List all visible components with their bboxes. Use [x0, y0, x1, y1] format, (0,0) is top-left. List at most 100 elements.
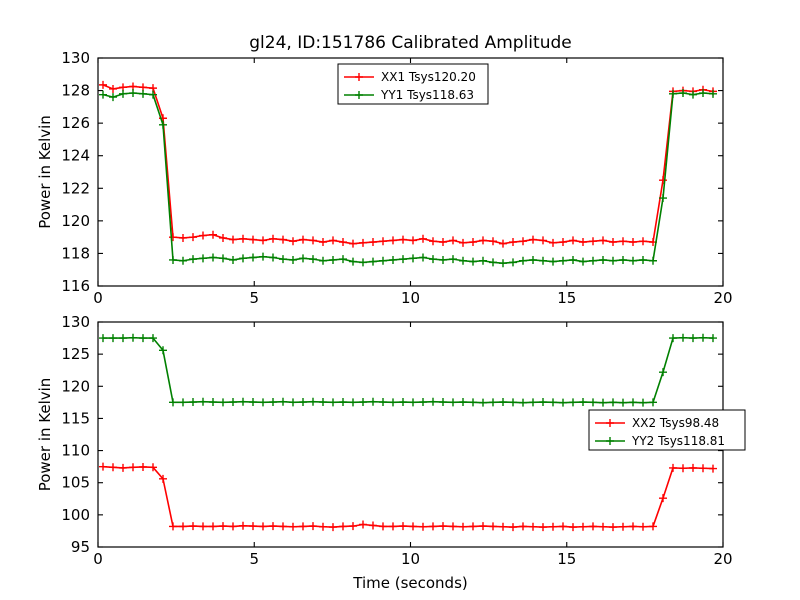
- data-marker: [329, 398, 337, 407]
- data-marker: [319, 256, 327, 265]
- legend-marker: [355, 91, 363, 99]
- x-tick-label: 20: [713, 550, 732, 568]
- data-marker: [299, 235, 307, 244]
- data-marker: [299, 398, 307, 407]
- x-tick-label: 5: [249, 289, 259, 307]
- y-tick-label: 120: [61, 377, 90, 395]
- data-marker: [699, 89, 707, 98]
- data-marker: [339, 238, 347, 247]
- data-marker: [479, 256, 487, 265]
- data-marker: [479, 522, 487, 531]
- data-marker: [389, 236, 397, 245]
- data-marker: [289, 522, 297, 531]
- y-tick-label: 105: [61, 474, 90, 492]
- x-tick-label: 15: [557, 550, 576, 568]
- data-marker: [159, 120, 167, 129]
- data-marker: [629, 522, 637, 531]
- data-marker: [349, 398, 357, 407]
- y-tick-label: 116: [61, 277, 90, 295]
- data-marker: [339, 255, 347, 264]
- data-marker: [179, 233, 187, 242]
- y-tick-label: 115: [61, 409, 90, 427]
- legend-frame: [337, 63, 489, 105]
- data-marker: [239, 521, 247, 530]
- data-marker: [99, 462, 107, 471]
- x-tick-label: 10: [401, 289, 420, 307]
- data-marker: [449, 236, 457, 245]
- data-marker: [679, 464, 687, 473]
- y-tick-label: 120: [61, 212, 90, 230]
- data-marker: [459, 238, 467, 247]
- data-marker: [509, 523, 517, 532]
- data-marker: [379, 256, 387, 265]
- data-marker: [529, 255, 537, 264]
- data-marker: [119, 334, 127, 343]
- data-marker: [149, 334, 157, 343]
- data-marker: [269, 522, 277, 531]
- data-marker: [349, 522, 357, 531]
- data-marker: [319, 398, 327, 407]
- data-marker: [209, 522, 217, 531]
- data-marker: [269, 234, 277, 243]
- data-marker: [249, 253, 257, 262]
- data-marker: [189, 233, 197, 242]
- data-marker: [479, 236, 487, 245]
- data-marker: [239, 234, 247, 243]
- data-marker: [479, 398, 487, 407]
- data-marker: [279, 235, 287, 244]
- data-marker: [509, 398, 517, 407]
- y-tick-label: 125: [61, 345, 90, 363]
- legend-frame: [588, 409, 746, 451]
- data-marker: [249, 235, 257, 244]
- data-marker: [359, 398, 367, 407]
- data-marker: [369, 521, 377, 530]
- data-marker: [539, 523, 547, 532]
- legend-top-panel[interactable]: XX1 Tsys120.20 YY1 Tsys118.63: [337, 63, 489, 105]
- data-marker: [169, 255, 177, 264]
- data-marker: [439, 522, 447, 531]
- data-marker: [219, 398, 227, 407]
- data-marker: [629, 256, 637, 265]
- data-marker: [199, 254, 207, 263]
- data-marker: [449, 255, 457, 264]
- data-marker: [109, 84, 117, 93]
- legend-label: XX2 Tsys98.48: [632, 416, 719, 430]
- data-marker: [519, 522, 527, 531]
- data-marker: [599, 236, 607, 245]
- data-marker: [309, 397, 317, 406]
- data-marker: [259, 522, 267, 531]
- y-tick-label: 124: [61, 147, 90, 165]
- data-marker: [189, 398, 197, 407]
- data-marker: [699, 464, 707, 473]
- y-axis-label: Power in Kelvin: [36, 115, 54, 229]
- data-marker: [99, 334, 107, 343]
- data-marker: [639, 255, 647, 264]
- data-marker: [689, 463, 697, 472]
- data-marker: [709, 334, 717, 343]
- data-marker: [639, 398, 647, 407]
- data-marker: [669, 463, 677, 472]
- data-marker: [169, 398, 177, 407]
- data-marker: [569, 398, 577, 407]
- data-marker: [379, 522, 387, 531]
- data-marker: [259, 236, 267, 245]
- data-marker: [419, 234, 427, 243]
- y-tick-label: 126: [61, 114, 90, 132]
- data-marker: [389, 522, 397, 531]
- y-tick-label: 110: [61, 442, 90, 460]
- data-marker: [579, 522, 587, 531]
- data-marker: [619, 237, 627, 246]
- data-marker: [109, 93, 117, 102]
- figure-title: gl24, ID:151786 Calibrated Amplitude: [249, 33, 571, 53]
- data-marker: [379, 398, 387, 407]
- x-tick-label: 5: [249, 550, 259, 568]
- data-marker: [309, 255, 317, 264]
- series-xx2: [99, 462, 717, 532]
- y-tick-label: 100: [61, 506, 90, 524]
- data-marker: [149, 463, 157, 472]
- data-marker: [209, 230, 217, 239]
- data-marker: [139, 334, 147, 343]
- data-marker: [529, 522, 537, 531]
- data-marker: [229, 398, 237, 407]
- legend-bottom-panel[interactable]: XX2 Tsys98.48 YY2 Tsys118.81: [588, 409, 746, 451]
